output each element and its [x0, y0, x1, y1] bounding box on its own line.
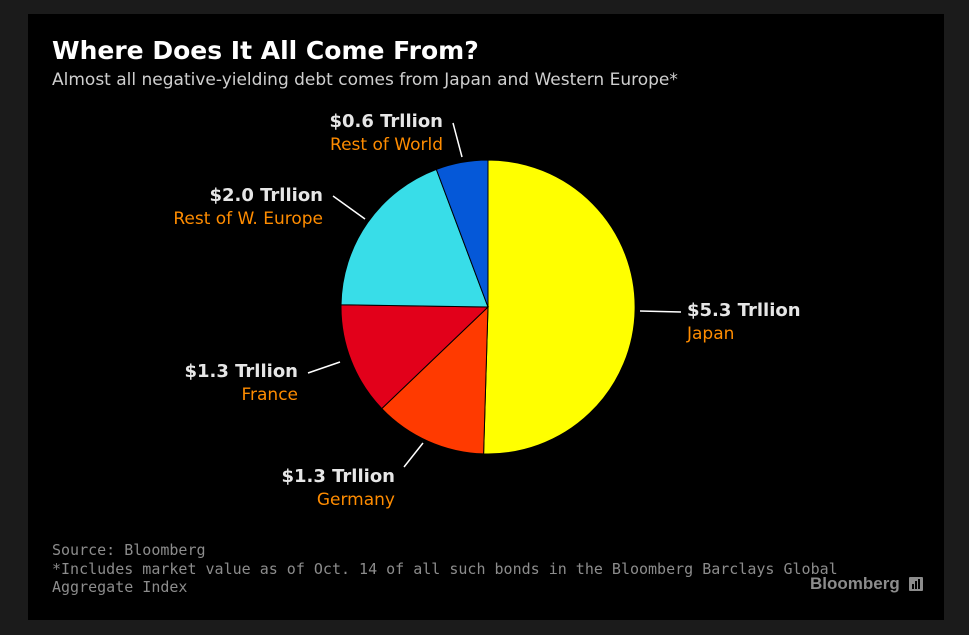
- leader-line-rest-of-w-europe: [332, 195, 366, 220]
- bloomberg-logo: Bloomberg: [810, 574, 900, 593]
- leader-line-rest-of-world: [452, 122, 463, 158]
- source-note: Source: Bloomberg: [52, 541, 206, 559]
- pie-slice-germany: [381, 305, 489, 455]
- bloomberg-chart-icon: [909, 577, 923, 591]
- pie-slice-japan: [483, 159, 636, 455]
- value-label-rest-of-w-europe: $2.0 Trllion: [209, 185, 323, 206]
- category-label-france: France: [241, 385, 298, 405]
- leader-line-france: [307, 361, 341, 374]
- pie-slice-france: [340, 304, 490, 410]
- value-label-germany: $1.3 Trllion: [281, 466, 395, 487]
- footnote-line-1: *Includes market value as of Oct. 14 of …: [52, 560, 838, 578]
- category-label-germany: Germany: [317, 490, 395, 510]
- category-label-rest-of-world: Rest of World: [330, 135, 443, 155]
- category-label-japan: Japan: [686, 324, 734, 344]
- chart-title: Where Does It All Come From?: [52, 36, 479, 65]
- pie-slice-rest-of-world: [435, 159, 489, 308]
- value-label-france: $1.3 Trllion: [184, 361, 298, 382]
- category-label-rest-of-w-europe: Rest of W. Europe: [173, 209, 323, 229]
- leader-line-germany: [403, 442, 424, 468]
- chart-subtitle: Almost all negative-yielding debt comes …: [52, 70, 678, 90]
- footnote-line-2: Aggregate Index: [52, 578, 188, 596]
- value-label-rest-of-world: $0.6 Trllion: [329, 111, 443, 132]
- value-label-japan: $5.3 Trllion: [687, 300, 801, 321]
- leader-line-japan: [639, 310, 682, 313]
- pie-slice-rest-of-w-europe: [340, 168, 489, 308]
